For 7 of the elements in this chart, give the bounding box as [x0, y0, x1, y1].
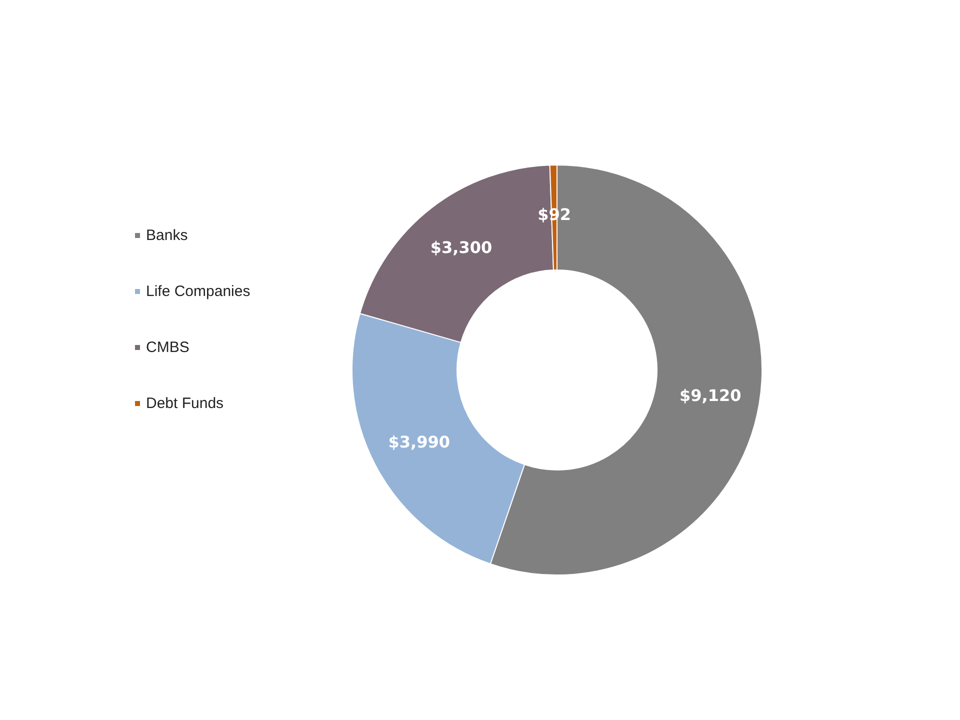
data-label: $9,120 [680, 386, 742, 406]
data-label: $3,990 [388, 432, 450, 452]
data-label: $3,300 [430, 238, 492, 257]
legend-label: CMBS [146, 339, 190, 356]
legend-label: Banks [146, 227, 188, 244]
legend-label: Life Companies [146, 283, 250, 300]
legend-label: Debt Funds [146, 395, 224, 412]
